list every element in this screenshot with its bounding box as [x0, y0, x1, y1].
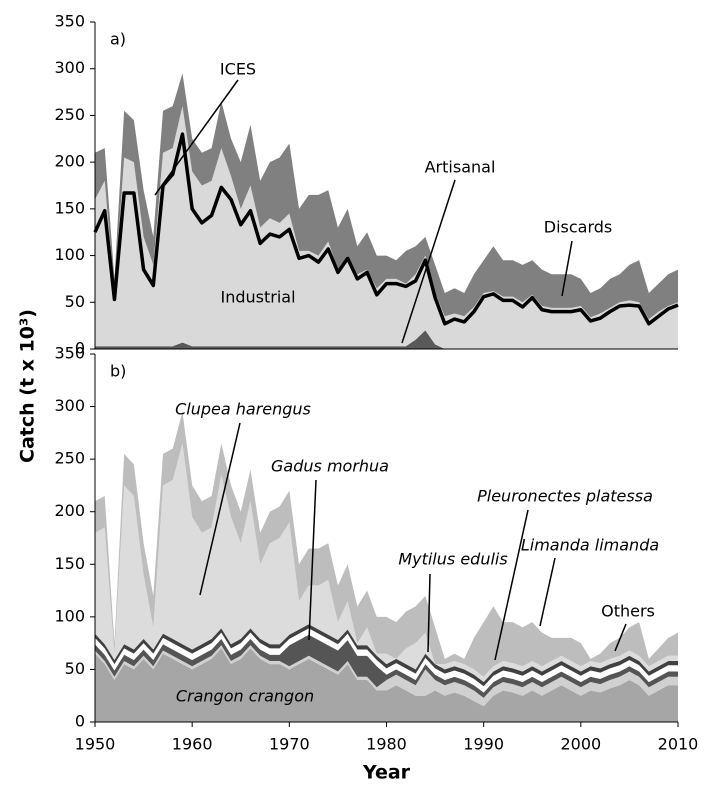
- panel-label: a): [110, 30, 126, 49]
- y-tick-label: 100: [54, 606, 85, 625]
- area: [95, 106, 678, 349]
- area: [95, 443, 678, 683]
- annotation: Discards: [544, 218, 613, 237]
- y-tick-label: 100: [54, 245, 85, 264]
- area: [95, 624, 678, 687]
- annotation: Industrial: [220, 288, 295, 307]
- y-tick-label: 0: [75, 339, 85, 358]
- y-tick-label: 50: [65, 292, 85, 311]
- y-tick-label: 250: [54, 105, 85, 124]
- area: [95, 330, 678, 349]
- annotation: Artisanal: [425, 158, 496, 177]
- y-tick-label: 300: [54, 58, 85, 77]
- annotation: Clupea harengus: [175, 400, 311, 419]
- annotation: Pleuronectes platessa: [477, 487, 653, 506]
- y-tick-label: 200: [54, 152, 85, 171]
- y-tick-label: 300: [54, 396, 85, 415]
- leader-line: [401, 179, 456, 344]
- x-tick-label: 1970: [269, 735, 310, 754]
- leader-line: [614, 623, 627, 652]
- y-tick-label: 150: [54, 554, 85, 573]
- area: [95, 628, 678, 693]
- area: [95, 73, 678, 320]
- y-tick-label: 250: [54, 449, 85, 468]
- annotation: Gadus morhua: [271, 457, 389, 476]
- x-tick-label: 1980: [366, 735, 407, 754]
- y-tick-label: 150: [54, 198, 85, 217]
- area: [95, 634, 678, 698]
- y-tick-label: 50: [65, 659, 85, 678]
- annotation: Crangon crangon: [176, 687, 314, 706]
- leader-line: [308, 479, 317, 641]
- y-tick-label: 350: [54, 12, 85, 31]
- leader-line: [561, 240, 573, 297]
- leader-line: [199, 422, 241, 596]
- x-axis-label: Year: [362, 762, 411, 784]
- area: [95, 411, 678, 677]
- series-line: [93, 132, 679, 326]
- leader-line: [427, 573, 431, 653]
- x-tick-label: 1950: [75, 735, 116, 754]
- x-tick-label: 1990: [463, 735, 504, 754]
- annotation: Limanda limanda: [521, 536, 659, 555]
- annotation: Mytilus edulis: [398, 550, 507, 569]
- panel-label: b): [110, 362, 126, 381]
- leader-line: [539, 557, 556, 627]
- y-tick-label: 350: [54, 344, 85, 363]
- x-tick-label: 2000: [560, 735, 601, 754]
- x-tick-label: 1960: [172, 735, 213, 754]
- leader-line: [494, 509, 529, 661]
- leader-line: [154, 79, 239, 196]
- y-tick-label: 200: [54, 501, 85, 520]
- annotation: ICES: [220, 60, 256, 79]
- x-tick-label: 2010: [658, 735, 699, 754]
- y-axis-label: Catch (t x 10³): [17, 309, 39, 463]
- annotation: Others: [601, 602, 655, 621]
- y-tick-label: 0: [75, 712, 85, 731]
- area: [95, 648, 678, 722]
